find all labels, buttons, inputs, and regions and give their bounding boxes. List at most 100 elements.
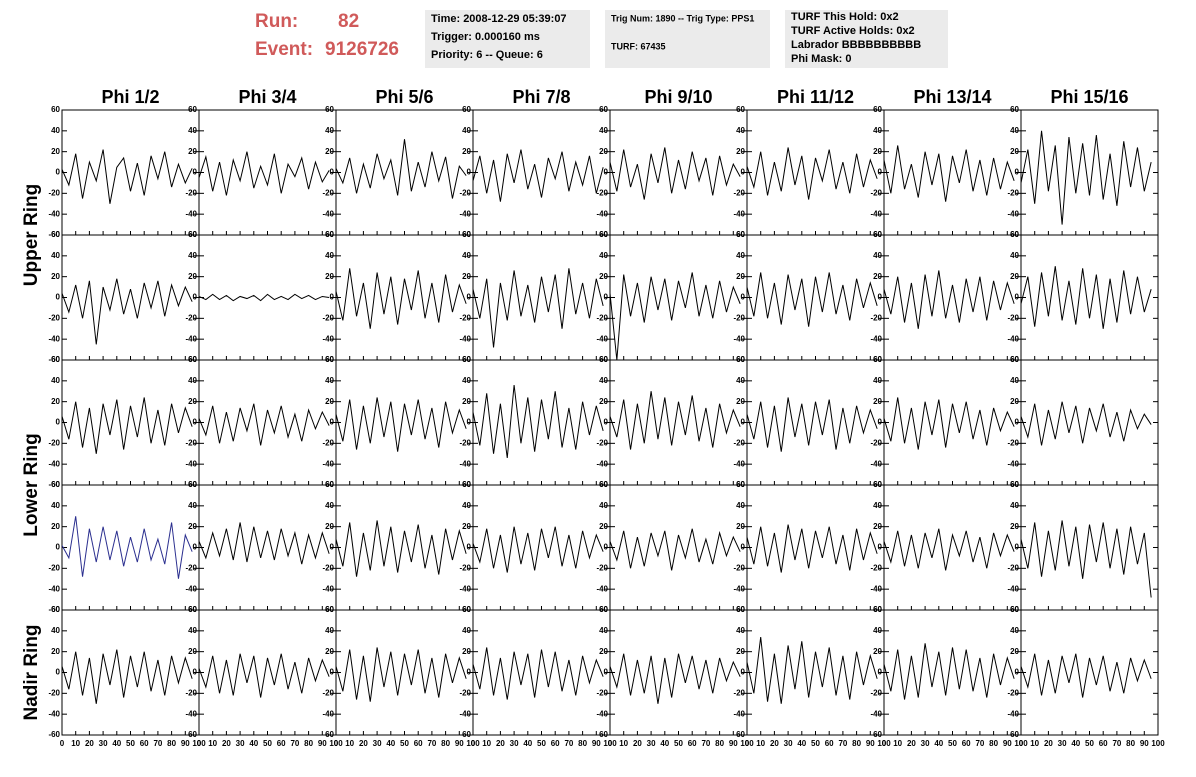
y-tick-label: 20	[188, 522, 197, 531]
x-tick-label: 80	[852, 739, 861, 748]
y-tick-label: 0	[56, 293, 61, 302]
x-tick-label: 0	[197, 739, 202, 748]
x-tick-label: 40	[797, 739, 806, 748]
y-tick-label: -60	[48, 605, 60, 614]
y-tick-label: 40	[188, 251, 197, 260]
y-tick-label: 20	[1010, 647, 1019, 656]
y-tick-label: 20	[1010, 397, 1019, 406]
waveform	[62, 278, 193, 345]
y-tick-label: 0	[467, 168, 472, 177]
waveform	[473, 384, 604, 458]
x-tick-label: 60	[688, 739, 697, 748]
y-tick-label: -20	[1007, 438, 1019, 447]
x-tick-label: 70	[427, 739, 436, 748]
y-tick-label: -40	[870, 209, 882, 218]
panel-frame	[883, 109, 1022, 236]
y-tick-label: 20	[462, 522, 471, 531]
y-tick-label: 40	[873, 501, 882, 510]
y-tick-label: 40	[599, 251, 608, 260]
y-tick-label: -20	[48, 438, 60, 447]
y-tick-label: 40	[325, 501, 334, 510]
y-tick-label: 20	[325, 647, 334, 656]
ring-label: Upper Ring	[21, 184, 42, 286]
y-tick-label: -40	[596, 334, 608, 343]
y-tick-label: -60	[48, 480, 60, 489]
x-tick-label: 80	[715, 739, 724, 748]
column-title: Phi 9/10	[644, 87, 712, 107]
y-tick-label: -20	[185, 563, 197, 572]
waveform	[747, 397, 878, 452]
y-tick-label: -60	[48, 730, 60, 739]
x-tick-label: 0	[60, 739, 65, 748]
y-tick-label: -20	[322, 688, 334, 697]
x-tick-label: 50	[400, 739, 409, 748]
x-tick-label: 60	[1099, 739, 1108, 748]
y-tick-label: 60	[736, 105, 745, 114]
y-tick-label: 40	[188, 626, 197, 635]
panel-frame	[335, 359, 474, 486]
x-tick-label: 40	[660, 739, 669, 748]
waveform	[884, 270, 1015, 329]
x-tick-label: 40	[934, 739, 943, 748]
y-tick-label: -40	[733, 584, 745, 593]
waveform	[884, 528, 1015, 571]
y-tick-label: 0	[604, 668, 609, 677]
info-text: Priority: 6 -- Queue: 6	[431, 49, 543, 61]
y-tick-label: 40	[325, 126, 334, 135]
x-tick-label: 10	[208, 739, 217, 748]
y-tick-label: 40	[873, 126, 882, 135]
y-tick-label: 20	[51, 397, 60, 406]
y-tick-label: 40	[1010, 501, 1019, 510]
panel-frame	[746, 484, 885, 611]
info-text: TURF: 67435	[611, 41, 666, 51]
y-tick-label: -40	[322, 334, 334, 343]
y-tick-label: -20	[596, 688, 608, 697]
y-tick-label: 60	[188, 105, 197, 114]
y-tick-label: 60	[1010, 605, 1019, 614]
y-tick-label: 0	[193, 418, 198, 427]
y-tick-label: 60	[599, 605, 608, 614]
y-tick-label: -20	[322, 563, 334, 572]
x-tick-label: 80	[304, 739, 313, 748]
y-tick-label: 40	[1010, 251, 1019, 260]
y-tick-label: 0	[193, 668, 198, 677]
x-tick-label: 90	[1003, 739, 1012, 748]
y-tick-label: 0	[878, 543, 883, 552]
y-tick-label: 40	[599, 126, 608, 135]
x-tick-label: 70	[564, 739, 573, 748]
y-tick-label: 0	[467, 418, 472, 427]
waveform	[610, 653, 741, 704]
y-tick-label: 0	[467, 543, 472, 552]
x-tick-label: 30	[921, 739, 930, 748]
y-tick-label: -40	[733, 709, 745, 718]
y-tick-label: 60	[462, 605, 471, 614]
x-tick-label: 90	[729, 739, 738, 748]
x-tick-label: 20	[496, 739, 505, 748]
y-tick-label: -40	[596, 584, 608, 593]
y-tick-label: -20	[596, 188, 608, 197]
y-tick-label: 40	[873, 626, 882, 635]
panel-frame	[61, 359, 200, 486]
info-box	[425, 10, 590, 68]
y-tick-label: -40	[322, 209, 334, 218]
y-tick-label: 0	[330, 543, 335, 552]
x-tick-label: 20	[222, 739, 231, 748]
y-tick-label: 20	[462, 147, 471, 156]
y-tick-label: 40	[51, 376, 60, 385]
y-tick-label: -40	[596, 459, 608, 468]
y-tick-label: -40	[185, 709, 197, 718]
y-tick-label: 20	[873, 397, 882, 406]
y-tick-label: -60	[1007, 730, 1019, 739]
y-tick-label: 60	[873, 480, 882, 489]
y-tick-label: 20	[1010, 147, 1019, 156]
y-tick-label: 0	[878, 668, 883, 677]
y-tick-label: 20	[599, 147, 608, 156]
y-tick-label: 20	[188, 397, 197, 406]
y-tick-label: -40	[185, 209, 197, 218]
x-tick-label: 10	[71, 739, 80, 748]
column-title: Phi 3/4	[238, 87, 296, 107]
x-tick-label: 60	[962, 739, 971, 748]
y-tick-label: 0	[56, 168, 61, 177]
y-tick-label: 60	[51, 230, 60, 239]
y-tick-label: 0	[1015, 543, 1020, 552]
